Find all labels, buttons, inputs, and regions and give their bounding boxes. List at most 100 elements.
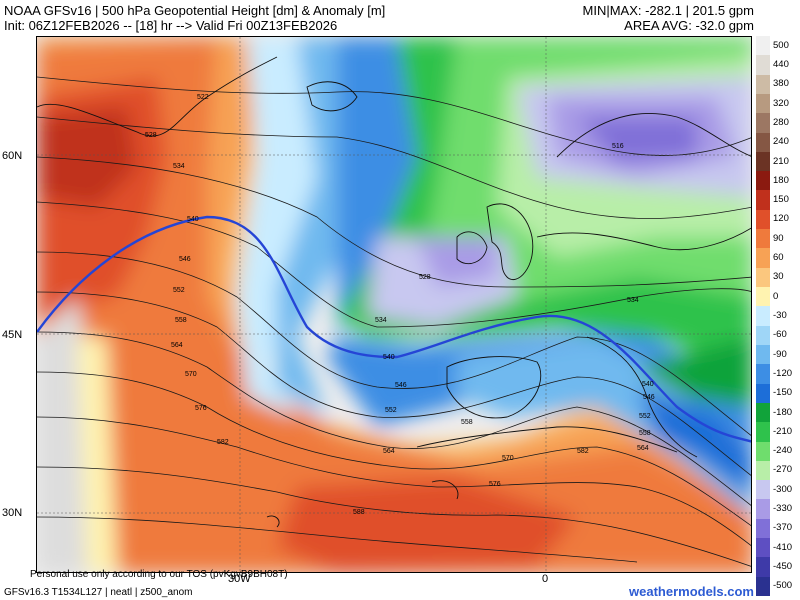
contour-label: 552 (385, 407, 397, 414)
colorbar-label: -450 (773, 561, 793, 573)
lat-label-30n: 30N (2, 507, 23, 519)
coastlines (37, 56, 751, 528)
colorbar-label: 500 (773, 39, 789, 51)
colorbar-swatch (756, 209, 770, 230)
colorbar-label: -240 (773, 445, 793, 457)
contour-label: 540 (187, 216, 199, 223)
colorbar-swatch (756, 364, 770, 385)
contour-label: 552 (173, 287, 185, 294)
anomaly-colorbar: 500 440 380 320 280 240 210 180 150 120 90 60 30 0 -30… (754, 36, 800, 597)
colorbar-label: 280 (773, 116, 789, 128)
colorbar-label: 210 (773, 155, 789, 167)
colorbar-swatch (756, 538, 770, 558)
colorbar-swatch (756, 132, 770, 153)
colorbar-label: -500 (773, 580, 793, 592)
chart-title: NOAA GFSv16 | 500 hPa Geopotential Heigh… (4, 3, 386, 18)
colorbar-swatch (756, 151, 770, 172)
contour-label: 546 (179, 256, 191, 263)
contour-label: 552 (639, 413, 651, 420)
colorbar-swatch (756, 557, 770, 578)
colorbar-swatch (756, 287, 770, 307)
contour-label: 558 (175, 317, 187, 324)
site-link[interactable]: weathermodels.com (629, 584, 754, 599)
contour-label: 540 (642, 381, 654, 388)
colorbar-label: 150 (773, 194, 789, 206)
colorbar-swatch (756, 74, 770, 95)
contour-label: 528 (145, 132, 157, 139)
contour-label: 522 (197, 94, 209, 101)
contour-label: 540 (383, 354, 395, 361)
colorbar-label: -60 (773, 329, 787, 341)
colorbar-swatch (756, 36, 770, 56)
height-contours (37, 76, 751, 567)
contour-label: 576 (489, 481, 501, 488)
contour-label: 582 (217, 439, 229, 446)
colorbar-swatch (756, 190, 770, 211)
contour-label: 576 (195, 405, 207, 412)
highlighted-540-contour (37, 215, 751, 443)
contour-label: 570 (185, 371, 197, 378)
anomaly-fill (37, 37, 751, 572)
contour-label: 558 (639, 430, 651, 437)
colorbar-label: 0 (773, 290, 779, 302)
init-valid-time: Init: 06Z12FEB2026 -- [18] hr --> Valid … (4, 18, 338, 33)
colorbar-label: -120 (773, 367, 793, 379)
colorbar-swatch (756, 422, 770, 442)
colorbar-label: -90 (773, 348, 787, 360)
colorbar-label: -180 (773, 406, 793, 418)
colorbar-swatch (756, 344, 770, 365)
colorbar-swatch (756, 460, 770, 481)
contour-label: 564 (383, 448, 395, 455)
contour-label: 534 (627, 297, 639, 304)
graticule (37, 37, 751, 572)
colorbar-swatch (756, 229, 770, 249)
contour-label: 558 (461, 419, 473, 426)
colorbar-label: -270 (773, 464, 793, 476)
colorbar-label: 380 (773, 78, 789, 90)
contour-label: 534 (173, 163, 185, 170)
colorbar-swatch (756, 402, 770, 423)
colorbar-label: -370 (773, 522, 793, 534)
colorbar-swatch (756, 93, 770, 114)
contour-label: 528 (419, 274, 431, 281)
contour-label: 546 (395, 382, 407, 389)
colorbar-label: 30 (773, 271, 784, 283)
colorbar-swatch (756, 518, 770, 539)
lon-label-0: 0 (542, 573, 549, 585)
colorbar-swatch (756, 499, 770, 520)
colorbar-swatch (756, 113, 770, 134)
colorbar-label: 320 (773, 97, 789, 109)
colorbar-swatch (756, 325, 770, 346)
anomaly-map: 522 528 534 540 546 552 558 564 570 576 … (36, 36, 752, 573)
colorbar-swatch (756, 576, 770, 597)
colorbar-label: -330 (773, 503, 793, 515)
contour-label: 534 (375, 317, 387, 324)
lon-label-30w: 30W (228, 573, 251, 585)
colorbar-label: 240 (773, 136, 789, 148)
tos-notice: Personal use only according to our TOS (… (30, 569, 288, 580)
model-info: GFSv16.3 T1534L127 | neatl | z500_anom (4, 587, 193, 598)
colorbar-label: 180 (773, 174, 789, 186)
contour-label: 588 (353, 509, 365, 516)
colorbar-swatch (756, 441, 770, 462)
colorbar-swatch (756, 480, 770, 500)
colorbar-label: 90 (773, 232, 784, 244)
colorbar-swatch (756, 267, 770, 288)
colorbar-swatch (756, 55, 770, 76)
contour-label: 564 (637, 445, 649, 452)
colorbar-label: 60 (773, 252, 784, 264)
colorbar-swatch (756, 171, 770, 191)
colorbar-label: -300 (773, 483, 793, 495)
colorbar-label: -410 (773, 541, 793, 553)
colorbar-label: 440 (773, 58, 789, 70)
colorbar-label: -150 (773, 387, 793, 399)
colorbar-swatch (756, 383, 770, 404)
contour-labels: 522 528 534 540 546 552 558 564 570 576 … (145, 94, 655, 516)
min-max-readout: MIN|MAX: -282.1 | 201.5 gpm (582, 3, 755, 18)
colorbar-swatch (756, 248, 770, 269)
contour-label: 570 (502, 455, 514, 462)
colorbar-label: -210 (773, 425, 793, 437)
contour-label: 564 (171, 342, 183, 349)
contour-label: 546 (643, 394, 655, 401)
lat-label-45n: 45N (2, 329, 23, 341)
